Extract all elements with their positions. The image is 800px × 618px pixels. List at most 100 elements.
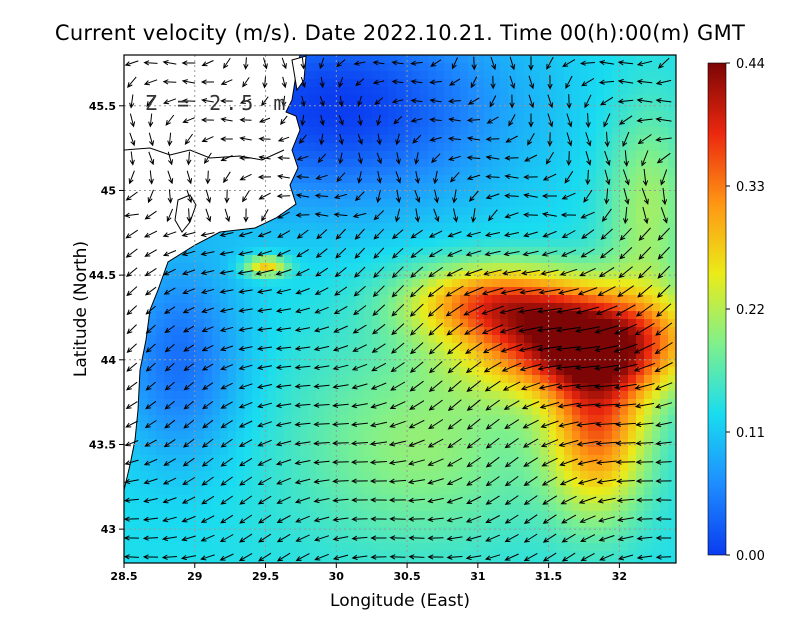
velocity-arrow (617, 78, 634, 85)
velocity-arrow (257, 458, 272, 466)
velocity-arrow (504, 419, 520, 430)
velocity-arrow (336, 59, 346, 68)
velocity-arrow (537, 307, 562, 314)
velocity-arrow (338, 76, 344, 88)
velocity-arrow (313, 345, 330, 352)
velocity-arrow (391, 79, 404, 85)
velocity-arrow (334, 286, 348, 296)
velocity-arrow (391, 323, 405, 336)
velocity-arrow (427, 458, 444, 466)
velocity-arrow (370, 516, 387, 522)
velocity-arrow (314, 326, 330, 333)
velocity-arrow (445, 303, 464, 317)
velocity-arrow (220, 419, 233, 429)
velocity-arrow (127, 76, 137, 88)
velocity-arrow (600, 228, 613, 240)
velocity-arrow (296, 174, 309, 180)
velocity-arrow (258, 192, 271, 200)
velocity-arrow (205, 170, 211, 185)
colorbar-tick-label: 0.33 (736, 180, 765, 195)
velocity-arrow (484, 250, 501, 257)
velocity-arrow (565, 75, 573, 90)
velocity-arrow (370, 554, 387, 560)
velocity-arrow (148, 113, 154, 128)
velocity-arrow (410, 98, 423, 104)
velocity-arrow (238, 420, 253, 428)
velocity-arrow (315, 267, 329, 277)
velocity-arrow (220, 495, 233, 505)
velocity-arrow (484, 380, 501, 392)
velocity-arrow (220, 364, 233, 371)
velocity-arrow (220, 345, 234, 352)
velocity-arrow (520, 382, 541, 391)
velocity-arrow (319, 76, 325, 89)
velocity-arrow (332, 459, 349, 465)
velocity-arrow (238, 251, 253, 257)
velocity-arrow (145, 305, 157, 315)
velocity-arrow (335, 247, 347, 259)
velocity-arrow (162, 250, 177, 257)
velocity-arrow (389, 420, 406, 428)
velocity-arrow (201, 98, 214, 104)
velocity-arrow (485, 399, 500, 411)
velocity-arrow (124, 440, 139, 447)
velocity-arrow (522, 212, 538, 218)
velocity-arrow (388, 440, 407, 447)
velocity-arrow (256, 345, 272, 351)
x-tick-label: 32 (612, 570, 627, 583)
x-tick-label: 31.5 (535, 570, 562, 583)
velocity-arrow (500, 343, 523, 353)
velocity-arrow (262, 76, 268, 89)
velocity-arrow (410, 266, 424, 278)
velocity-arrow (164, 306, 176, 314)
velocity-arrow (276, 193, 291, 199)
velocity-arrow (504, 193, 519, 199)
x-axis-label: Longitude (East) (330, 591, 470, 611)
velocity-arrow (219, 250, 234, 256)
velocity-arrow (238, 288, 253, 294)
velocity-arrow (636, 535, 653, 541)
velocity-arrow (145, 400, 157, 410)
velocity-arrow (258, 155, 271, 161)
velocity-arrow (471, 56, 477, 71)
velocity-arrow (332, 383, 349, 390)
velocity-arrow (485, 155, 500, 161)
velocity-arrow (143, 230, 158, 238)
velocity-arrow (574, 365, 600, 371)
velocity-arrow (502, 381, 521, 391)
velocity-arrow (561, 514, 577, 524)
velocity-arrow (219, 231, 234, 238)
velocity-arrow (372, 60, 385, 66)
velocity-arrow (181, 496, 196, 504)
velocity-arrow (465, 361, 482, 374)
velocity-arrow (181, 231, 196, 238)
velocity-arrow (483, 361, 502, 373)
velocity-arrow (599, 553, 614, 561)
velocity-arrow (655, 459, 672, 465)
velocity-arrow (622, 169, 630, 186)
velocity-arrow (407, 479, 425, 485)
velocity-arrow (518, 307, 543, 314)
velocity-arrow (580, 534, 596, 542)
velocity-arrow (467, 97, 480, 105)
velocity-arrow (239, 98, 252, 104)
velocity-arrow (124, 497, 139, 503)
velocity-arrow (275, 422, 292, 428)
velocity-arrow (408, 516, 425, 522)
velocity-arrow (332, 364, 349, 371)
velocity-arrow (371, 323, 386, 335)
velocity-arrow (219, 269, 234, 275)
velocity-arrow (332, 345, 349, 352)
velocity-arrow (164, 325, 175, 334)
velocity-arrow (427, 285, 444, 298)
velocity-arrow (450, 171, 460, 183)
velocity-arrow (258, 136, 271, 142)
velocity-arrow (504, 212, 519, 219)
velocity-arrow (294, 383, 311, 389)
velocity-arrow (466, 231, 481, 238)
velocity-arrow (585, 151, 592, 166)
velocity-arrow (205, 189, 212, 204)
velocity-arrow (294, 327, 311, 333)
velocity-arrow (542, 552, 557, 562)
velocity-arrow (446, 477, 463, 485)
